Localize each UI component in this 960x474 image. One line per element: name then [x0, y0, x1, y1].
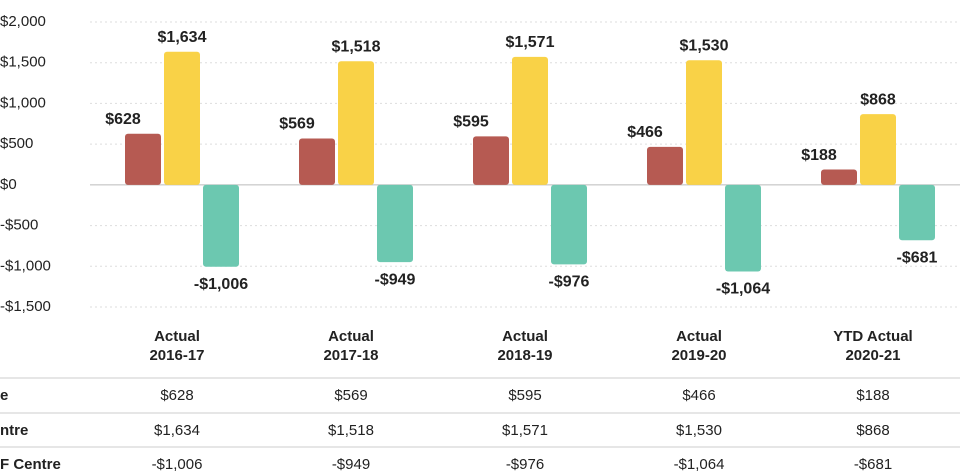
table-cell: $868 [856, 422, 889, 439]
y-tick-label: -$1,000 [0, 257, 51, 274]
table-cell: $466 [682, 387, 715, 404]
table-cell: -$976 [506, 456, 544, 473]
y-tick-label: -$1,500 [0, 298, 51, 315]
value-label: -$1,064 [716, 281, 770, 298]
table-cell: $1,634 [154, 422, 200, 439]
x-tick-label: Actual [154, 328, 200, 345]
value-label: -$949 [375, 271, 416, 288]
value-label: $1,571 [506, 34, 555, 51]
row-label: ntre [0, 422, 28, 439]
table-cell: $1,518 [328, 422, 374, 439]
x-tick-label: Actual [676, 328, 722, 345]
bar [164, 51, 200, 185]
value-label: $466 [627, 124, 663, 141]
value-label: $1,518 [332, 38, 381, 55]
bar [473, 136, 509, 185]
x-tick-label: YTD Actual [833, 328, 912, 345]
bar [551, 184, 587, 265]
x-tick-label: 2019-20 [671, 347, 726, 364]
table-cell: $595 [508, 387, 541, 404]
x-tick-label: Actual [502, 328, 548, 345]
value-label: $595 [453, 114, 489, 131]
bar [899, 184, 935, 241]
value-label: $1,634 [158, 29, 207, 46]
bar [203, 184, 239, 267]
row-label: F Centre [0, 456, 61, 473]
bar [860, 114, 896, 185]
x-tick-label: Actual [328, 328, 374, 345]
table-cell: $569 [334, 387, 367, 404]
x-tick-label: 2020-21 [845, 347, 900, 364]
bar [338, 61, 374, 185]
bar [299, 138, 335, 185]
value-label: $868 [860, 91, 896, 108]
y-tick-label: $0 [0, 176, 17, 193]
x-tick-label: 2018-19 [497, 347, 552, 364]
y-tick-label: $1,000 [0, 94, 46, 111]
value-label: $188 [801, 147, 837, 164]
value-label: $1,530 [680, 37, 729, 54]
bar [821, 169, 857, 185]
bar [125, 133, 161, 185]
table-cell: -$1,064 [674, 456, 725, 473]
x-tick-label: 2017-18 [323, 347, 378, 364]
value-label: -$681 [897, 250, 938, 267]
value-label: $569 [279, 116, 315, 133]
bar [725, 184, 761, 272]
y-tick-label: $1,500 [0, 54, 46, 71]
value-label: $628 [105, 111, 141, 128]
table-cell: -$1,006 [152, 456, 203, 473]
table-cell: $1,571 [502, 422, 548, 439]
y-tick-label: $500 [0, 135, 33, 152]
y-tick-label: $2,000 [0, 13, 46, 30]
row-label: e [0, 387, 8, 404]
table-cell: -$681 [854, 456, 892, 473]
value-label: -$976 [549, 274, 590, 291]
bar [512, 56, 548, 185]
y-tick-label: -$500 [0, 217, 38, 234]
bar [647, 146, 683, 185]
table-cell: $1,530 [676, 422, 722, 439]
x-tick-label: 2016-17 [149, 347, 204, 364]
value-label: -$1,006 [194, 276, 248, 293]
bar [686, 60, 722, 185]
table-cell: $188 [856, 387, 889, 404]
bar [377, 184, 413, 263]
table-cell: -$949 [332, 456, 370, 473]
table-cell: $628 [160, 387, 193, 404]
